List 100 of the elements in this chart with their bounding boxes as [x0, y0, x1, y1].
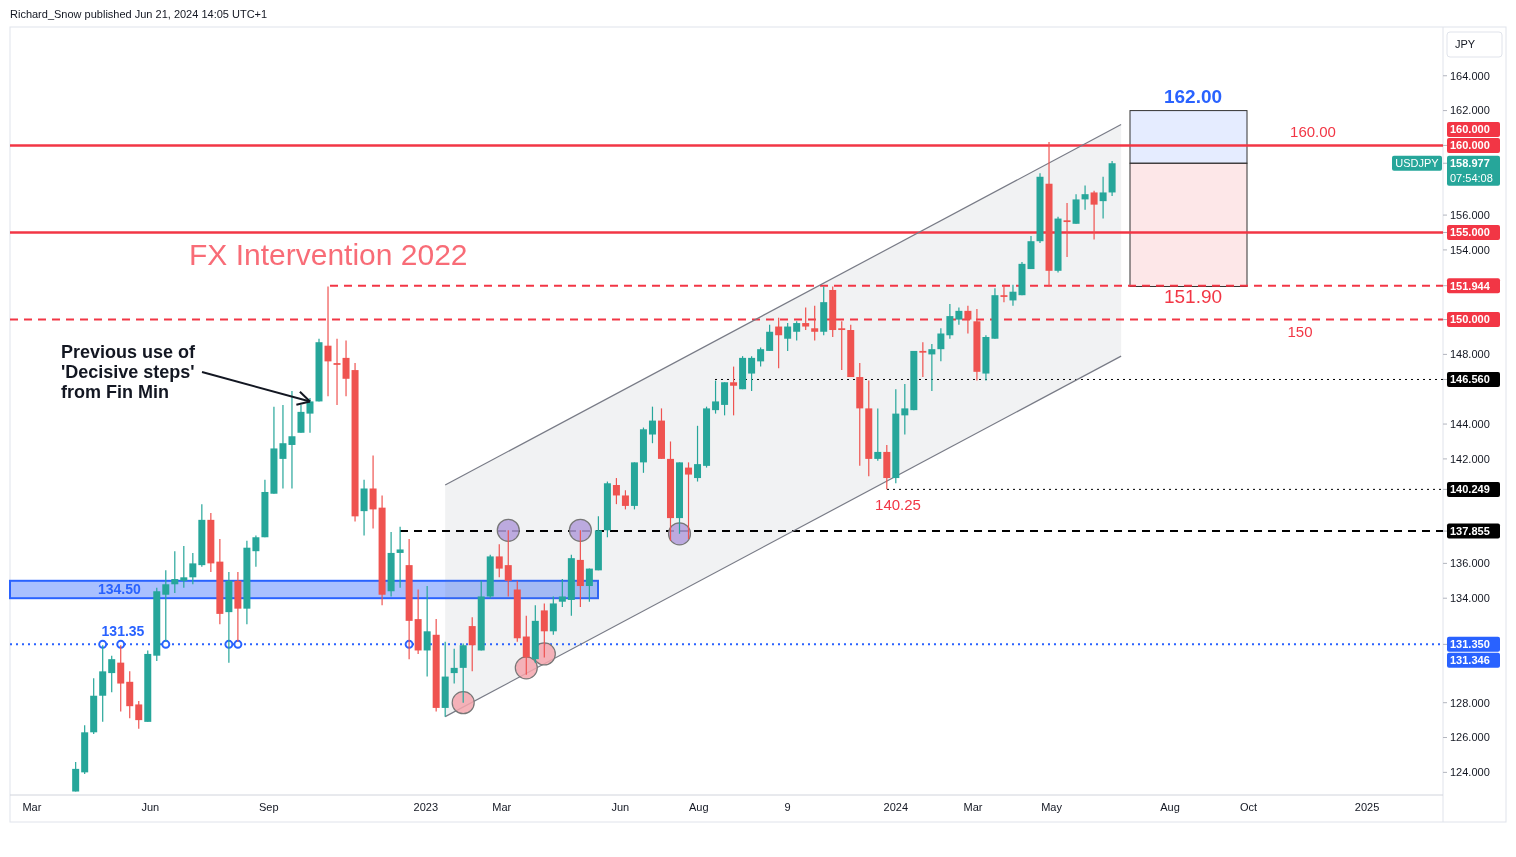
candlestick	[72, 761, 80, 793]
candlestick	[189, 552, 197, 585]
y-tick-label: 148.000	[1450, 348, 1490, 361]
y-tick-label: 128.000	[1450, 696, 1490, 709]
candlestick	[1000, 284, 1008, 303]
candlestick	[324, 285, 332, 397]
x-tick-label: 2024	[883, 801, 909, 813]
candlestick	[342, 339, 350, 397]
x-tick-label: 2023	[413, 801, 439, 813]
candlestick	[171, 550, 179, 594]
candlestick	[1063, 202, 1071, 258]
candlestick	[558, 578, 566, 608]
candlestick	[648, 406, 656, 444]
candlestick	[135, 700, 143, 730]
band-label: 151.90	[1163, 286, 1223, 308]
annotation: USDJPY	[1395, 157, 1440, 170]
text: Richard_Snow published Jun 21, 2024 14:05 UTC+1	[10, 8, 268, 20]
candlestick	[757, 346, 765, 368]
ref-line-label: 140.25	[875, 496, 921, 514]
candlestick	[468, 616, 476, 672]
candlestick	[423, 585, 431, 678]
y-tick-label: 150.000	[1450, 313, 1490, 326]
y-tick-label: 156.000	[1450, 208, 1490, 221]
y-tick-label: 136.000	[1450, 557, 1490, 570]
candlestick	[297, 404, 305, 434]
candlestick	[919, 341, 927, 378]
y-tick-label: 162.000	[1450, 104, 1490, 117]
candlestick	[694, 425, 702, 483]
candlestick	[360, 479, 368, 537]
candlestick	[333, 338, 341, 406]
band-label: 134.50	[98, 581, 142, 598]
x-tick-label: May	[1041, 801, 1063, 813]
x-tick-label: Sep	[259, 801, 279, 813]
candlestick	[964, 305, 972, 335]
candlestick	[748, 355, 756, 392]
y-tick-label: 151.944	[1450, 279, 1491, 292]
candlestick	[901, 383, 909, 436]
candlestick	[522, 615, 530, 676]
candlestick	[784, 322, 792, 352]
candlestick	[1081, 184, 1089, 211]
y-tick-label: 140.249	[1450, 483, 1490, 496]
y-axis-title: JPY	[1455, 38, 1476, 50]
x-tick-label: 9	[784, 801, 791, 813]
ref-line-label: 150	[1287, 322, 1313, 340]
y-tick-label: 137.855	[1450, 524, 1490, 537]
candlestick	[802, 306, 810, 331]
y-tick-label: 144.000	[1450, 417, 1490, 430]
y-tick-label: 126.000	[1450, 731, 1490, 744]
y-tick-label: 155.000	[1450, 226, 1490, 239]
text: 07:54:08	[1450, 171, 1493, 184]
candlestick	[1009, 284, 1017, 307]
candlestick	[108, 655, 116, 693]
candlestick	[180, 545, 188, 589]
x-tick-label: Mar	[492, 801, 512, 813]
y-tick-label: 164.000	[1450, 69, 1490, 82]
candlestick	[721, 381, 729, 416]
x-tick-label: Jun	[141, 801, 160, 813]
candlestick	[1099, 176, 1107, 220]
candlestick	[540, 602, 548, 659]
y-tick-label: 160.000	[1450, 139, 1490, 152]
band-label: 162.00	[1163, 85, 1223, 107]
candlestick	[459, 642, 467, 704]
candlestick	[288, 390, 296, 490]
candlestick	[874, 407, 882, 462]
candlestick	[766, 324, 774, 352]
candlestick	[937, 327, 945, 362]
y-tick-label: 142.000	[1450, 452, 1490, 465]
y-tick-label: 124.000	[1450, 766, 1490, 779]
x-tick-label: Aug	[1160, 801, 1180, 813]
candlestick	[712, 379, 720, 415]
candlestick	[450, 648, 458, 685]
candlestick	[612, 477, 620, 505]
y-tick-label: 134.000	[1450, 592, 1490, 605]
candlestick	[621, 489, 629, 510]
candlestick	[946, 303, 954, 340]
ref-line-label: 131.35	[101, 623, 145, 640]
y-tick-label: 146.560	[1450, 373, 1490, 386]
candlestick	[1090, 190, 1098, 241]
x-tick-label: Jun	[611, 801, 630, 813]
candlestick	[279, 404, 287, 490]
y-tick-label: 154.000	[1450, 243, 1490, 256]
x-tick-label: Mar	[963, 801, 983, 813]
y-tick-label: 158.977	[1450, 157, 1490, 170]
candlestick	[811, 305, 819, 342]
candlestick	[928, 343, 936, 392]
candlestick	[495, 543, 503, 578]
x-tick-label: 2025	[1354, 801, 1380, 813]
candlestick	[685, 461, 693, 540]
candlestick	[306, 397, 314, 434]
candlestick	[396, 526, 404, 589]
candlestick	[369, 454, 377, 530]
candlestick	[793, 320, 801, 342]
x-tick-label: Mar	[22, 801, 42, 813]
annotation: Previous use of 'Decisive steps' from Fin Min	[61, 342, 197, 402]
candlestick	[838, 320, 846, 371]
annotation: FX Intervention 2022	[189, 238, 468, 271]
x-tick-label: Aug	[689, 801, 709, 813]
candlestick	[252, 534, 260, 568]
y-tick-label: 131.350	[1450, 638, 1490, 651]
candlestick	[504, 529, 512, 598]
